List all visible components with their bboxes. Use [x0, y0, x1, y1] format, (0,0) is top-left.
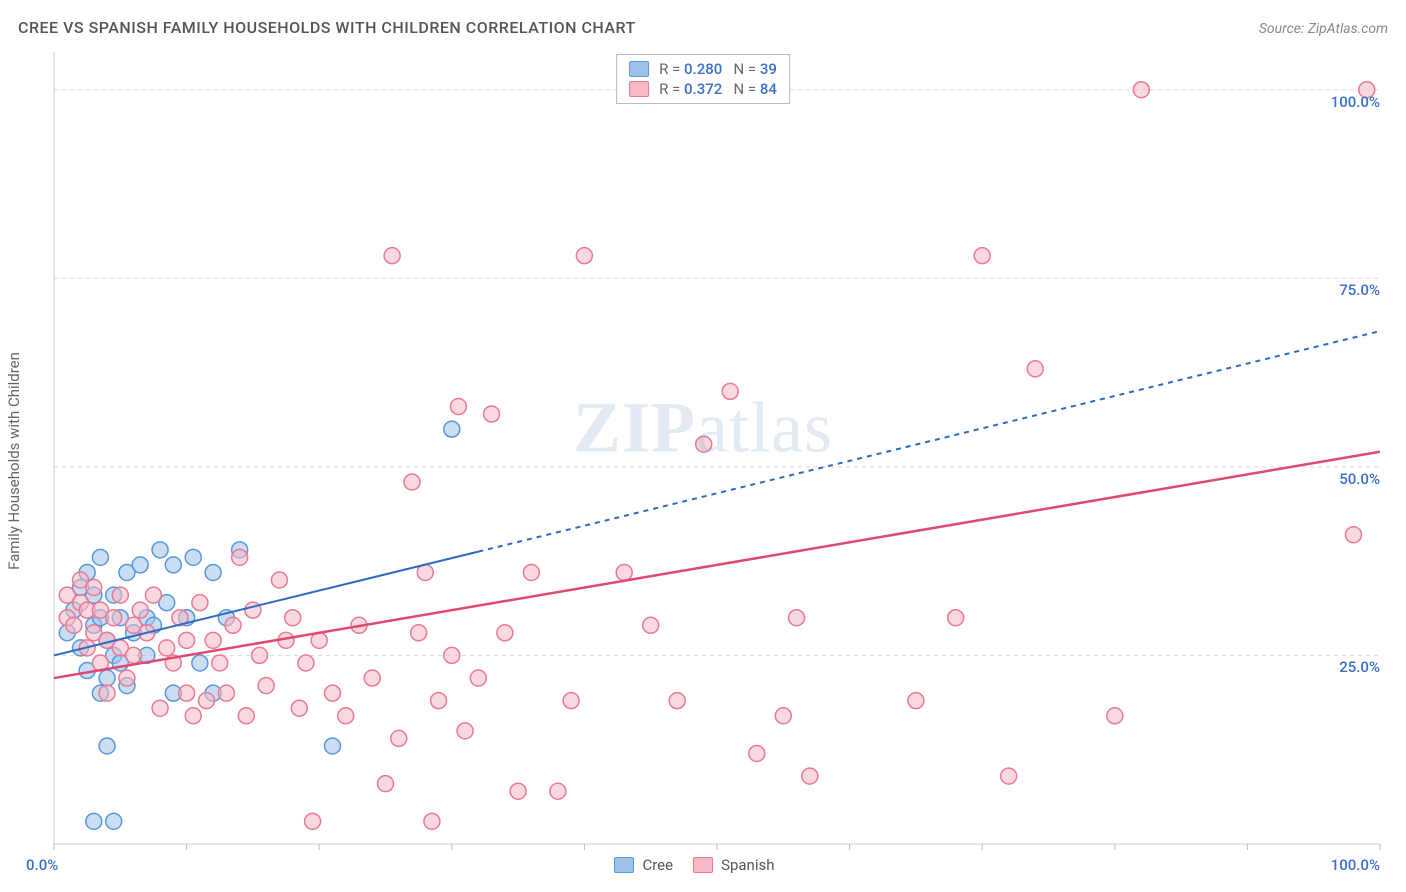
chart-container: Family Households with Children ZIPatlas…: [18, 48, 1388, 874]
y-tick-label: 75.0%: [1339, 281, 1380, 299]
statistics-legend: R = 0.280 N = 39R = 0.372 N = 84: [616, 54, 790, 104]
legend-item-cree: Cree: [614, 856, 673, 874]
y-axis-label: Family Households with Children: [5, 352, 23, 570]
y-tick-label: 25.0%: [1339, 658, 1380, 676]
stat-legend-row-spanish: R = 0.372 N = 84: [629, 79, 777, 99]
x-axis-min-label: 0.0%: [26, 856, 58, 874]
legend-swatch-icon: [629, 61, 649, 77]
chart-title: CREE VS SPANISH FAMILY HOUSEHOLDS WITH C…: [18, 18, 636, 37]
y-tick-label: 50.0%: [1339, 470, 1380, 488]
source-attribution: Source: ZipAtlas.com: [1259, 21, 1388, 37]
stat-legend-row-cree: R = 0.280 N = 39: [629, 59, 777, 79]
scatter-plot: [18, 48, 1388, 874]
legend-swatch-icon: [629, 81, 649, 97]
x-axis-max-label: 100.0%: [1331, 856, 1380, 874]
x-axis-footer: 0.0% Cree Spanish 100.0%: [18, 856, 1388, 874]
legend-swatch-icon: [614, 857, 634, 873]
legend-swatch-icon: [693, 857, 713, 873]
y-tick-label: 100.0%: [1331, 93, 1380, 111]
legend-item-spanish: Spanish: [693, 856, 774, 874]
series-legend: Cree Spanish: [614, 856, 774, 874]
